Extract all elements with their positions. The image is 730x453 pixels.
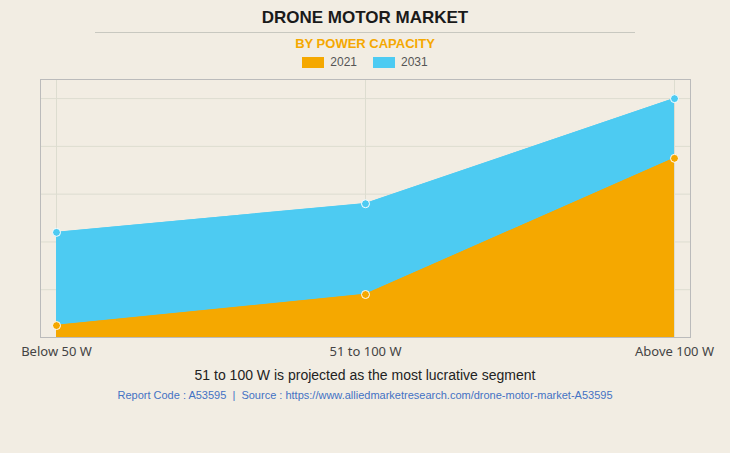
html-text:BY POWER CAPACITY: BY POWER CAPACITY <box>295 36 435 51</box>
html-text:51 to 100 W is projected as th: 51 to 100 W is projected as the most luc… <box>194 367 536 383</box>
svg-text:Above 100 W: Above 100 W <box>635 342 714 360</box>
svg-text:51 to 100 W: 51 to 100 W <box>330 342 402 360</box>
html-text:2031: 2031 <box>401 55 428 69</box>
html-text:DRONE MOTOR MARKET: DRONE MOTOR MARKET <box>261 8 469 27</box>
svg-text:Below 50 W: Below 50 W <box>21 342 92 360</box>
html-text:Report Code : A53595 | Source: Report Code : A53595 | Source : https://… <box>117 389 613 401</box>
html-text:2021: 2021 <box>330 55 357 69</box>
